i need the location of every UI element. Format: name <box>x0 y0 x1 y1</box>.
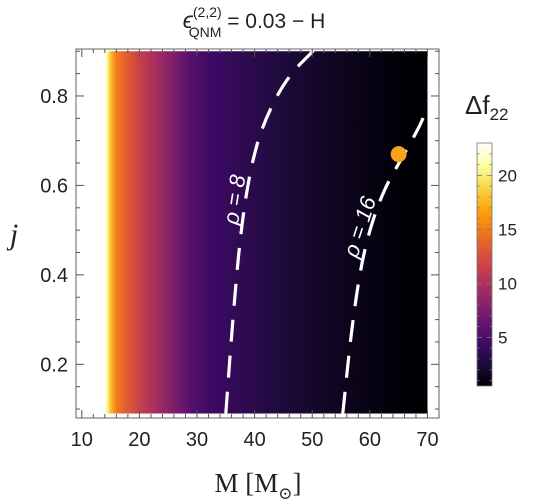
title-sup: (2,2) <box>193 4 222 20</box>
x-tick-label-20: 20 <box>128 429 150 451</box>
colorbar-tick-label-10: 10 <box>498 274 517 293</box>
x-axis-label-main: M [M <box>214 468 278 498</box>
colorbar-ticks-group: 5 10 15 20 <box>477 153 517 382</box>
x-tick-label-10: 10 <box>71 429 93 451</box>
chart-title: ϵ(2,2) QNM = 0.03 − H <box>183 4 326 40</box>
colorbar-title-main: Δf <box>465 90 490 120</box>
x-tick-label-30: 30 <box>186 429 208 451</box>
x-tick-label-70: 70 <box>416 429 438 451</box>
contour-line-rho-8 <box>224 50 317 414</box>
title-sub: QNM <box>189 24 222 40</box>
colorbar <box>476 142 493 387</box>
y-tick-label-0.2: 0.2 <box>40 354 68 376</box>
colorbar-title-sub: 22 <box>490 105 509 124</box>
title-rest: = 0.03 − H <box>221 10 325 33</box>
colorbar-tick-label-5: 5 <box>498 328 507 347</box>
x-tick-label-50: 50 <box>301 429 323 451</box>
y-tick-label-0.8: 0.8 <box>40 86 68 108</box>
y-axis-label: j <box>6 218 18 251</box>
colorbar-title: Δf22 <box>465 90 509 124</box>
contour-line-rho-16 <box>341 104 429 414</box>
x-tick-label-60: 60 <box>359 429 381 451</box>
y-tick-label-0.4: 0.4 <box>40 265 68 287</box>
x-axis-label-sun: ⊙ <box>278 484 292 503</box>
x-tick-label-40: 40 <box>243 429 265 451</box>
x-axis-label: M [M⊙] <box>214 468 301 503</box>
y-tick-label-0.6: 0.6 <box>40 175 68 197</box>
x-axis-label-close: ] <box>293 468 302 498</box>
axes-group: 10 20 30 40 50 60 70 0.2 0.4 0.6 0.8 <box>40 49 440 451</box>
title-epsilon: ϵ <box>183 7 194 33</box>
colorbar-tick-label-20: 20 <box>498 166 517 185</box>
colorbar-tick-label-15: 15 <box>498 220 517 239</box>
marker-point <box>390 146 407 163</box>
heatmap-field <box>104 51 428 414</box>
